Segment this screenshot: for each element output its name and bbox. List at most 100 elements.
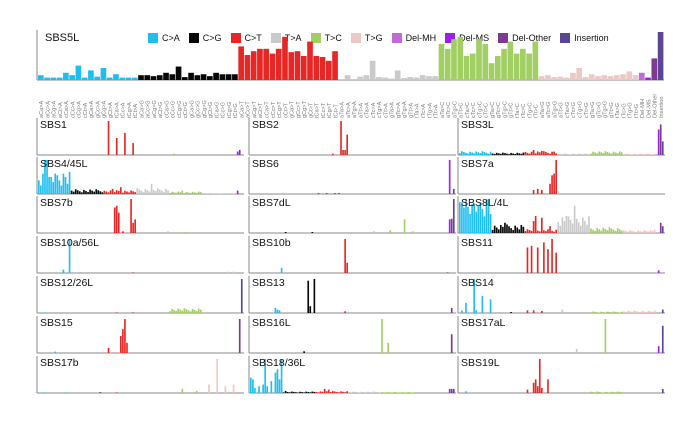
bar-tCa>G	[213, 72, 219, 80]
panel-bar-gCg>G	[303, 351, 305, 353]
panel-bar-cTt>A	[571, 153, 574, 155]
x-tick-label: gCa>T	[290, 100, 296, 118]
panel-bar-aTg>G	[627, 153, 629, 155]
panel-bar-tTg>C	[197, 191, 200, 194]
panel-bar-tCg>T	[344, 149, 346, 155]
x-tick-label: cCc>G	[171, 101, 177, 118]
panel-bar-aCc>T	[526, 389, 529, 393]
panel-bar-aTt>A	[354, 391, 357, 393]
bar-gCt>G	[207, 76, 213, 80]
x-tick-label: aTc>A	[346, 102, 352, 118]
panel-bar-gTt>G	[645, 153, 648, 155]
panel-bar-aCt>G	[497, 229, 500, 233]
bar-cTa>C	[463, 56, 470, 80]
panel-bar-gCc>G	[510, 152, 512, 155]
x-tick-label: tTa>C	[515, 103, 521, 118]
panel-bar-tTa>G	[647, 231, 650, 233]
x-tick-label: aCt>T	[258, 102, 264, 118]
bar-cCg>A	[75, 65, 82, 80]
x-tick-label: cTa>G	[565, 102, 571, 118]
panel-bar-cTa>G	[631, 154, 633, 155]
bar-gCc>G	[194, 75, 201, 80]
panel-bar-Insertion	[661, 325, 664, 353]
panel-title: SBS7b	[40, 197, 73, 209]
panel-bar-gTg>A	[368, 391, 371, 393]
x-tick-label: aTt>C	[459, 103, 465, 118]
panel-bar-cTa>C	[177, 191, 180, 194]
panel-bar-aCc>A	[40, 185, 42, 194]
bar-aCa>A	[38, 75, 44, 80]
panel-bar-aTc>A	[350, 392, 353, 393]
panel-bar-tTg>C	[618, 151, 621, 155]
x-tick-label: aTt>G	[559, 102, 565, 118]
x-tick-label: cTg>G	[577, 101, 583, 118]
panel-bar-tCt>T	[346, 134, 348, 155]
panel-bar-tCg>T	[553, 151, 555, 155]
panel-bar-cCa>G	[500, 153, 502, 155]
panel-bar-gTt>C	[612, 229, 615, 233]
panel-bar-gCc>T	[122, 192, 124, 194]
legend-item: C>A	[148, 33, 180, 43]
panel-bar-tTg>C	[409, 392, 412, 393]
panel-bar-cTc>C	[179, 192, 182, 194]
bar-gTc>C	[494, 56, 501, 80]
panel-bar-tCt>A	[489, 151, 492, 155]
panel-bar-aCg>T	[107, 121, 110, 155]
panel-bar-tTt>G	[653, 153, 656, 155]
panel-bar-aTg>C	[594, 230, 596, 233]
panel-bar-cTg>C	[181, 310, 184, 313]
panel-bar-cCc>G	[502, 152, 504, 155]
bar-tCg>A	[125, 77, 132, 80]
panel-bar-gTa>A	[573, 205, 576, 233]
panel-bar-aTc>C	[592, 151, 594, 155]
panel-bar-aTc>C	[171, 308, 173, 313]
panel-bar-gCg>T	[336, 391, 338, 393]
panel-bar-cCg>T	[327, 389, 330, 393]
x-tick-label: tTt>A	[434, 104, 440, 118]
legend-swatch	[498, 33, 509, 43]
panel-bar-gCt>T	[547, 379, 549, 393]
panel-bar-tTa>C	[614, 152, 617, 155]
bar-tTt>G	[632, 75, 639, 80]
panel-bar-aCt>T	[530, 151, 533, 155]
panel-bar-gTc>C	[608, 227, 611, 233]
x-tick-label: gTg>A	[402, 101, 408, 118]
panel-bar-cTt>A	[150, 183, 153, 194]
x-tick-label: gTg>C	[502, 101, 508, 118]
panel-bar-cTt>C	[604, 151, 607, 155]
x-tick-label: cTa>C	[465, 102, 471, 118]
legend-swatch	[148, 33, 158, 43]
panel-bar-aCt>A	[465, 199, 467, 233]
panel-bar-tCt>A	[68, 239, 71, 273]
panel-bar-aTa>A	[557, 222, 560, 233]
panel-bar-aCt>T	[530, 245, 533, 273]
bar-gCa>A	[88, 70, 94, 80]
panel-bar-tTt>G	[232, 384, 235, 393]
panel-bar-cCa>T	[323, 388, 326, 393]
panel-bar-cCc>T	[113, 192, 116, 194]
x-tick-label: tTc>A	[421, 104, 427, 118]
panel-bar-tCc>T	[342, 149, 344, 155]
panel-bar-Insertion	[661, 226, 664, 233]
panel-bar-aTg>C	[173, 309, 175, 313]
panel-bar-cCg>T	[115, 205, 118, 233]
legend-swatch	[310, 33, 321, 43]
x-tick-label: gCa>A	[89, 100, 95, 118]
panel-bar-tCa>A	[62, 269, 65, 273]
panel-bar-Insertion	[452, 388, 455, 393]
bar-tCc>G	[219, 74, 226, 80]
bar-aTc>A	[344, 75, 351, 80]
panel-bar-gCg>G	[91, 190, 93, 194]
panel-bar-tCg>G	[99, 392, 102, 393]
panel-bar-aTt>C	[387, 342, 389, 353]
panel-bar-cTg>A	[148, 191, 151, 194]
panel-bar-aTc>C	[592, 391, 594, 393]
x-tick-label: gCg>T	[302, 100, 308, 118]
panel-bar-tCa>A	[62, 173, 65, 194]
panel-bar-cTc>C	[600, 152, 603, 155]
panel-bar-Del-Other	[238, 319, 241, 353]
x-tick-label: cTg>C	[477, 101, 483, 118]
panel-bar-gTa>A	[152, 189, 155, 194]
panel-title: SBS10b	[252, 237, 291, 249]
panel-bar-gTt>G	[645, 311, 648, 313]
